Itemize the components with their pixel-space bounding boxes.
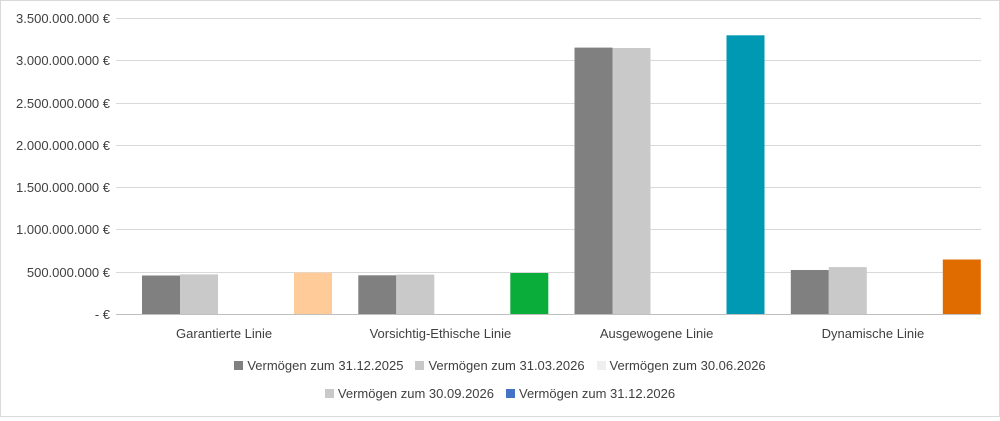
bar-series-0-category-2 (574, 47, 613, 314)
legend-swatch (415, 361, 425, 370)
y-tick-label: 1.000.000.000 € (16, 222, 111, 237)
bar-series-4-category-3 (942, 259, 981, 314)
x-category-label: Ausgewogene Linie (600, 326, 713, 341)
bar-series-0-category-3 (790, 270, 829, 314)
x-category-label: Vorsichtig-Ethische Linie (370, 326, 512, 341)
legend-swatch (506, 389, 515, 398)
legend-label: Vermögen zum 31.12.2025 (247, 358, 404, 373)
x-category-label: Dynamische Linie (822, 326, 925, 341)
bars (142, 35, 981, 315)
legend-item: Vermögen zum 31.12.2025 (234, 358, 403, 373)
legend-swatch (596, 361, 606, 370)
x-axis-category-labels: Garantierte Linie Vorsichtig-Ethische Lin… (176, 326, 924, 341)
legend-item: Vermögen zum 30.06.2026 (596, 358, 766, 373)
y-tick-label: 500.000.000 € (27, 265, 111, 280)
bar-series-1-category-1 (396, 274, 435, 314)
gridlines (116, 18, 981, 315)
bar-series-4-category-2 (726, 35, 765, 315)
legend-item: Vermögen zum 31.03.2026 (415, 358, 585, 373)
legend-item: Vermögen zum 30.09.2026 (324, 386, 494, 401)
legend-item: Vermögen zum 31.12.2026 (506, 386, 675, 401)
bar-series-0-category-1 (358, 275, 397, 314)
bar-series-0-category-0 (142, 275, 180, 314)
legend-label: Vermögen zum 31.12.2026 (519, 386, 676, 401)
legend-label: Vermögen zum 31.03.2026 (428, 358, 585, 373)
y-tick-label: 2.000.000.000 € (16, 138, 111, 153)
bar-series-1-category-0 (180, 274, 218, 314)
legend-label: Vermögen zum 30.09.2026 (337, 386, 494, 401)
bar-series-4-category-0 (294, 272, 332, 314)
y-tick-label: - € (95, 307, 111, 322)
y-tick-label: 1.500.000.000 € (16, 180, 111, 195)
y-tick-label: 3.500.000.000 € (16, 11, 111, 26)
legend-row-1: Vermögen zum 31.12.2025 Vermögen zum 31.0… (0, 358, 1000, 373)
y-tick-label: 2.500.000.000 € (16, 96, 111, 111)
legend-swatch (234, 361, 244, 370)
x-category-label: Garantierte Linie (176, 326, 272, 341)
y-axis-tick-labels: - € 500.000.000 € 1.000.000.000 € 1.500.000… (16, 11, 111, 322)
bar-series-1-category-3 (828, 267, 867, 314)
legend-swatch (324, 389, 334, 398)
legend-label: Vermögen zum 30.06.2026 (609, 358, 766, 373)
y-tick-label: 3.000.000.000 € (16, 53, 111, 68)
legend-row-2: Vermögen zum 30.09.2026 Vermögen zum 31.1… (0, 386, 1000, 401)
bar-series-4-category-1 (510, 273, 549, 314)
bar-series-1-category-2 (612, 48, 651, 314)
